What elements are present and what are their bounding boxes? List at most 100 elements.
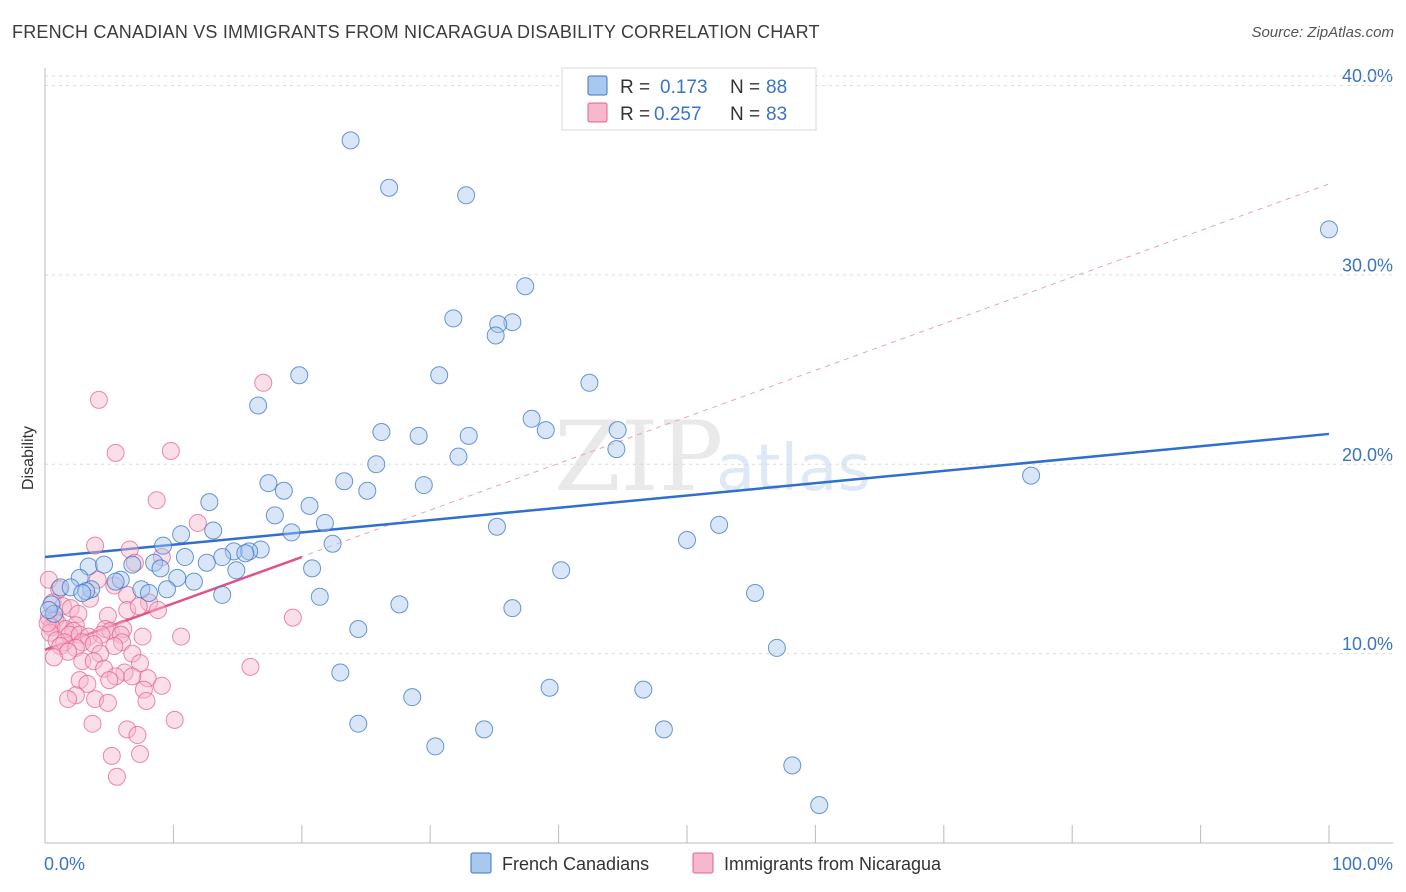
point-nicaragua-69 — [152, 676, 171, 695]
point-nicaragua-80 — [131, 744, 150, 763]
point-french-canadian-44 — [213, 548, 232, 567]
point-french-canadian-1 — [380, 178, 399, 197]
chart-title: FRENCH CANADIAN VS IMMIGRANTS FROM NICAR… — [12, 22, 820, 42]
point-nicaragua-17 — [140, 593, 159, 612]
point-french-canadian-51 — [151, 559, 170, 578]
point-french-canadian-64 — [157, 580, 176, 599]
point-french-canadian-30 — [265, 506, 284, 525]
point-nicaragua-24 — [98, 606, 117, 625]
point-french-canadian-36 — [172, 525, 191, 544]
point-french-canadian-17 — [459, 426, 478, 445]
legend-r-value-blue: 0.173 — [660, 77, 708, 98]
point-nicaragua-68 — [134, 680, 153, 699]
point-french-canadian-53 — [552, 561, 571, 580]
point-french-canadian-76 — [767, 638, 786, 657]
legend-n-label-blue: N = — [730, 77, 760, 98]
point-french-canadian-22 — [1022, 466, 1041, 485]
point-french-canadian-80 — [634, 680, 653, 699]
point-french-canadian-4 — [516, 277, 535, 296]
point-nicaragua-74 — [137, 691, 156, 710]
point-french-canadian-68 — [746, 584, 765, 603]
bottom-legend-swatch-blue — [470, 852, 492, 874]
point-french-canadian-43 — [236, 544, 255, 563]
point-french-canadian-78 — [540, 678, 559, 697]
point-french-canadian-59 — [184, 572, 203, 591]
point-nicaragua-20 — [118, 601, 137, 620]
point-nicaragua-75 — [165, 710, 184, 729]
point-nicaragua-52 — [59, 642, 78, 661]
point-french-canadian-70 — [310, 587, 329, 606]
point-french-canadian-69 — [213, 585, 232, 604]
legend-r-value-pink: 0.257 — [654, 104, 702, 125]
point-french-canadian-87 — [39, 601, 58, 620]
point-french-canadian-8 — [486, 326, 505, 345]
point-french-canadian-35 — [282, 523, 301, 542]
point-nicaragua-5 — [188, 513, 207, 532]
point-french-canadian-39 — [154, 536, 173, 555]
point-french-canadian-54 — [227, 561, 246, 580]
trend-layer — [44, 183, 1330, 652]
y-tick-label-30: 30.0% — [1342, 255, 1393, 275]
trend-line-french-canadians — [44, 432, 1330, 559]
point-french-canadian-75 — [349, 619, 368, 638]
point-french-canadian-7 — [489, 315, 508, 334]
point-nicaragua-3 — [106, 443, 125, 462]
point-french-canadian-57 — [70, 568, 89, 587]
source-label: Source: ZipAtlas.com — [1251, 24, 1394, 41]
point-nicaragua-9 — [125, 553, 144, 572]
point-nicaragua-67 — [123, 667, 142, 686]
point-french-canadian-37 — [678, 530, 696, 549]
point-french-canadian-24 — [259, 474, 278, 493]
point-french-canadian-56 — [168, 568, 187, 587]
point-nicaragua-40 — [92, 625, 111, 644]
point-french-canadian-9 — [290, 366, 309, 385]
point-nicaragua-2 — [161, 441, 180, 460]
legend-n-value-pink: 83 — [766, 104, 787, 125]
watermark: ZIP atlas — [554, 401, 871, 513]
point-french-canadian-21 — [367, 455, 386, 474]
point-nicaragua-1 — [89, 390, 108, 409]
y-tick-label-10: 10.0% — [1342, 634, 1393, 654]
point-nicaragua-41 — [111, 625, 130, 644]
point-french-canadian-29 — [300, 496, 319, 515]
legend-r-label-pink: R = — [620, 104, 650, 125]
point-french-canadian-3 — [1320, 220, 1338, 239]
watermark-atlas: atlas — [716, 432, 871, 506]
point-nicaragua-55 — [44, 648, 63, 667]
legend-swatch-pink — [587, 102, 608, 123]
point-french-canadian-28 — [200, 493, 219, 512]
x-tick-label-max: 100.0% — [1332, 854, 1393, 874]
point-french-canadian-58 — [106, 572, 125, 591]
point-nicaragua-23 — [69, 604, 88, 623]
point-nicaragua-38 — [70, 625, 89, 644]
point-french-canadian-27 — [358, 481, 377, 500]
x-tick-label-min: 0.0% — [44, 854, 85, 874]
point-nicaragua-43 — [172, 627, 191, 646]
point-french-canadian-46 — [123, 555, 142, 574]
point-french-canadian-72 — [390, 595, 409, 614]
point-nicaragua-51 — [105, 637, 124, 656]
point-nicaragua-26 — [283, 608, 302, 627]
point-nicaragua-6 — [86, 536, 105, 555]
point-nicaragua-7 — [120, 540, 139, 559]
point-french-canadian-38 — [323, 534, 342, 553]
point-french-canadian-26 — [274, 481, 293, 500]
point-french-canadian-14 — [536, 421, 555, 440]
point-nicaragua-0 — [254, 373, 273, 392]
point-nicaragua-11 — [88, 570, 107, 589]
point-french-canadian-13 — [522, 409, 541, 428]
point-french-canadian-85 — [783, 756, 802, 775]
point-french-canadian-10 — [430, 366, 449, 385]
point-french-canadian-66 — [73, 584, 92, 603]
bottom-legend-swatch-pink — [692, 852, 714, 874]
point-french-canadian-84 — [426, 737, 445, 756]
point-nicaragua-73 — [59, 690, 78, 709]
point-nicaragua-62 — [138, 669, 157, 688]
point-french-canadian-60 — [51, 578, 70, 597]
watermark-zip: ZIP — [554, 401, 723, 513]
top-legend: R = 0.173 N = 88 R = 0.257 N = 83 — [561, 67, 817, 131]
axes-layer — [44, 68, 1393, 844]
point-french-canadian-25 — [414, 476, 433, 495]
point-nicaragua-14 — [118, 585, 137, 604]
